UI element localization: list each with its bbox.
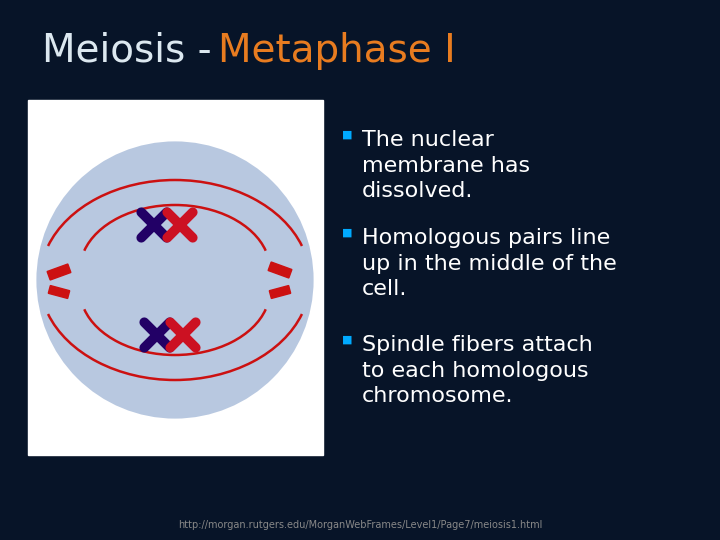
- Text: Homologous pairs line
up in the middle of the
cell.: Homologous pairs line up in the middle o…: [362, 228, 617, 299]
- Text: ■: ■: [342, 228, 353, 238]
- Circle shape: [35, 140, 315, 420]
- Bar: [28, 100, 323, 455]
- Polygon shape: [47, 264, 71, 280]
- Text: Meiosis -: Meiosis -: [42, 32, 224, 70]
- Text: Spindle fibers attach
to each homologous
chromosome.: Spindle fibers attach to each homologous…: [362, 335, 593, 406]
- Polygon shape: [48, 286, 70, 299]
- Text: ■: ■: [342, 130, 353, 140]
- Text: Metaphase I: Metaphase I: [218, 32, 456, 70]
- Polygon shape: [269, 286, 291, 299]
- Text: The nuclear
membrane has
dissolved.: The nuclear membrane has dissolved.: [362, 130, 530, 201]
- Polygon shape: [268, 262, 292, 278]
- Text: ■: ■: [342, 335, 353, 345]
- Text: http://morgan.rutgers.edu/MorganWebFrames/Level1/Page7/meiosis1.html: http://morgan.rutgers.edu/MorganWebFrame…: [178, 520, 542, 530]
